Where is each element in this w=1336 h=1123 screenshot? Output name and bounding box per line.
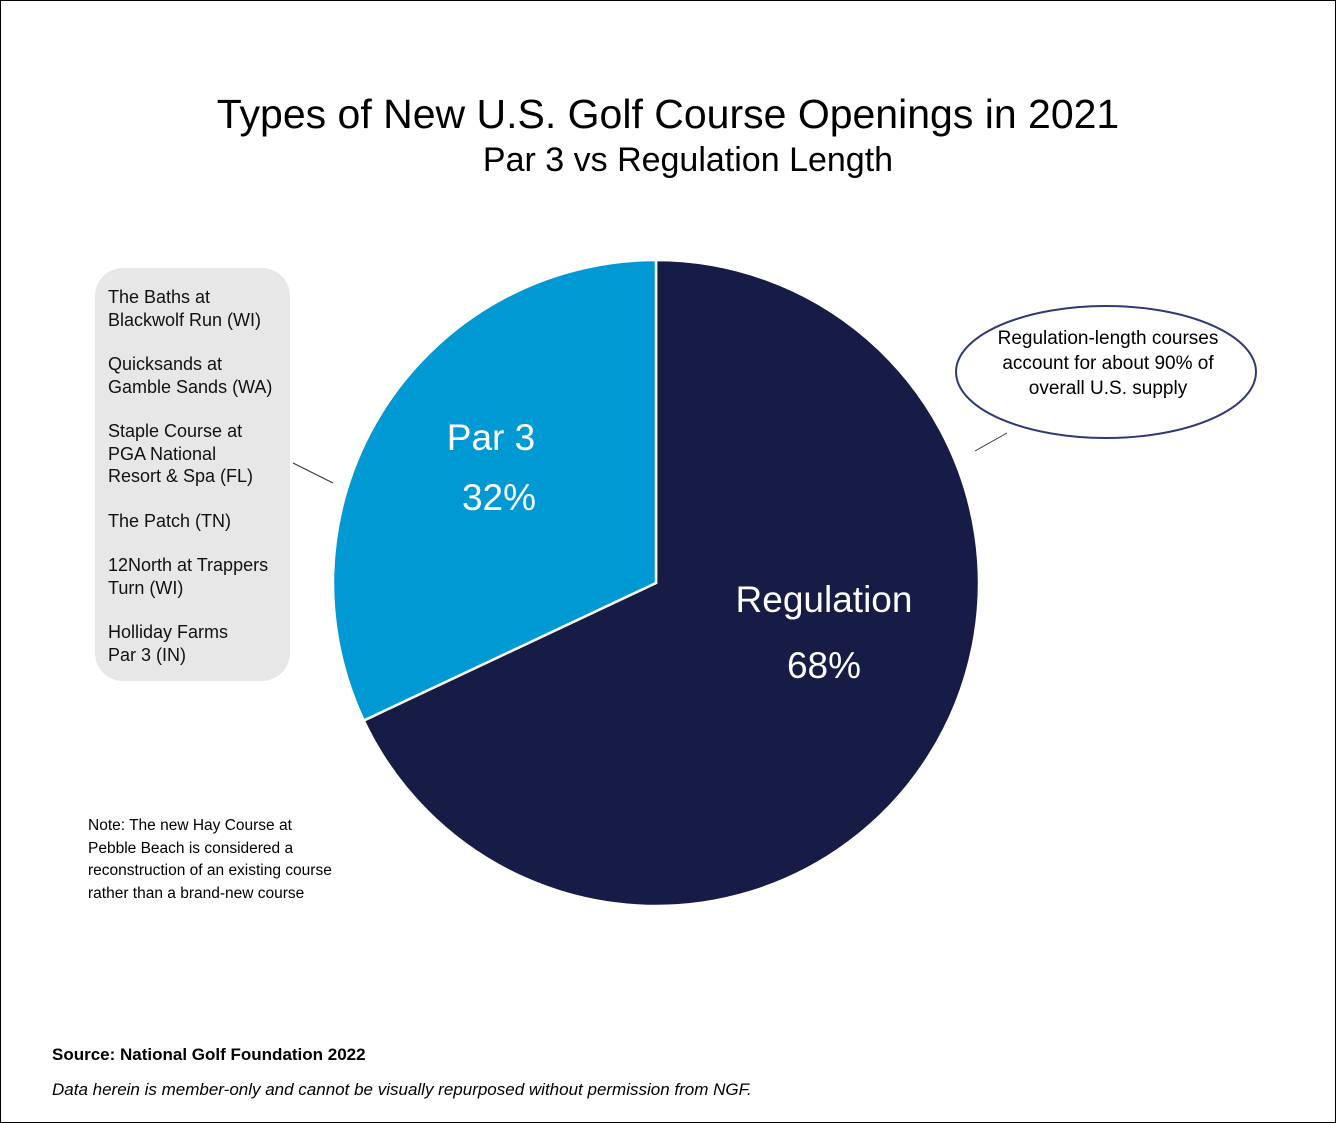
list-item: 12North at Trappers Turn (WI) <box>108 555 269 598</box>
footnote: Note: The new Hay Course at Pebble Beach… <box>88 817 332 902</box>
chart-title: Types of New U.S. Golf Course Openings i… <box>216 91 1120 137</box>
list-item: Holliday Farms Par 3 (IN) <box>108 622 229 665</box>
slice-label: Par 3 <box>447 417 535 458</box>
par3-course-list: The Baths at Blackwolf Run (WI) Quicksan… <box>95 268 290 681</box>
slice-value-label: 68% <box>787 645 861 686</box>
callout-leader-line <box>974 432 1008 452</box>
chart-subtitle: Par 3 vs Regulation Length <box>482 141 894 179</box>
list-item: The Baths at Blackwolf Run (WI) <box>108 287 262 330</box>
slice-value-label: 32% <box>462 477 536 518</box>
list-item: Quicksands at Gamble Sands (WA) <box>108 354 273 397</box>
list-item: Staple Course at PGA National Resort & S… <box>108 421 254 486</box>
callout-bubble <box>955 305 1257 439</box>
list-item: The Patch (TN) <box>108 510 232 531</box>
callout-text: Regulation-length courses account for ab… <box>997 328 1219 399</box>
par3-leader-line <box>292 462 334 484</box>
pie-slice-par-3 <box>331 258 658 723</box>
pie-slice-regulation <box>362 258 981 908</box>
slice-label: Regulation <box>736 579 913 620</box>
pie-slices: Regulation 68% Par 3 32% <box>331 258 981 908</box>
disclaimer: Data herein is member-only and cannot be… <box>52 1080 752 1099</box>
source-line: Source: National Golf Foundation 2022 <box>52 1045 366 1064</box>
